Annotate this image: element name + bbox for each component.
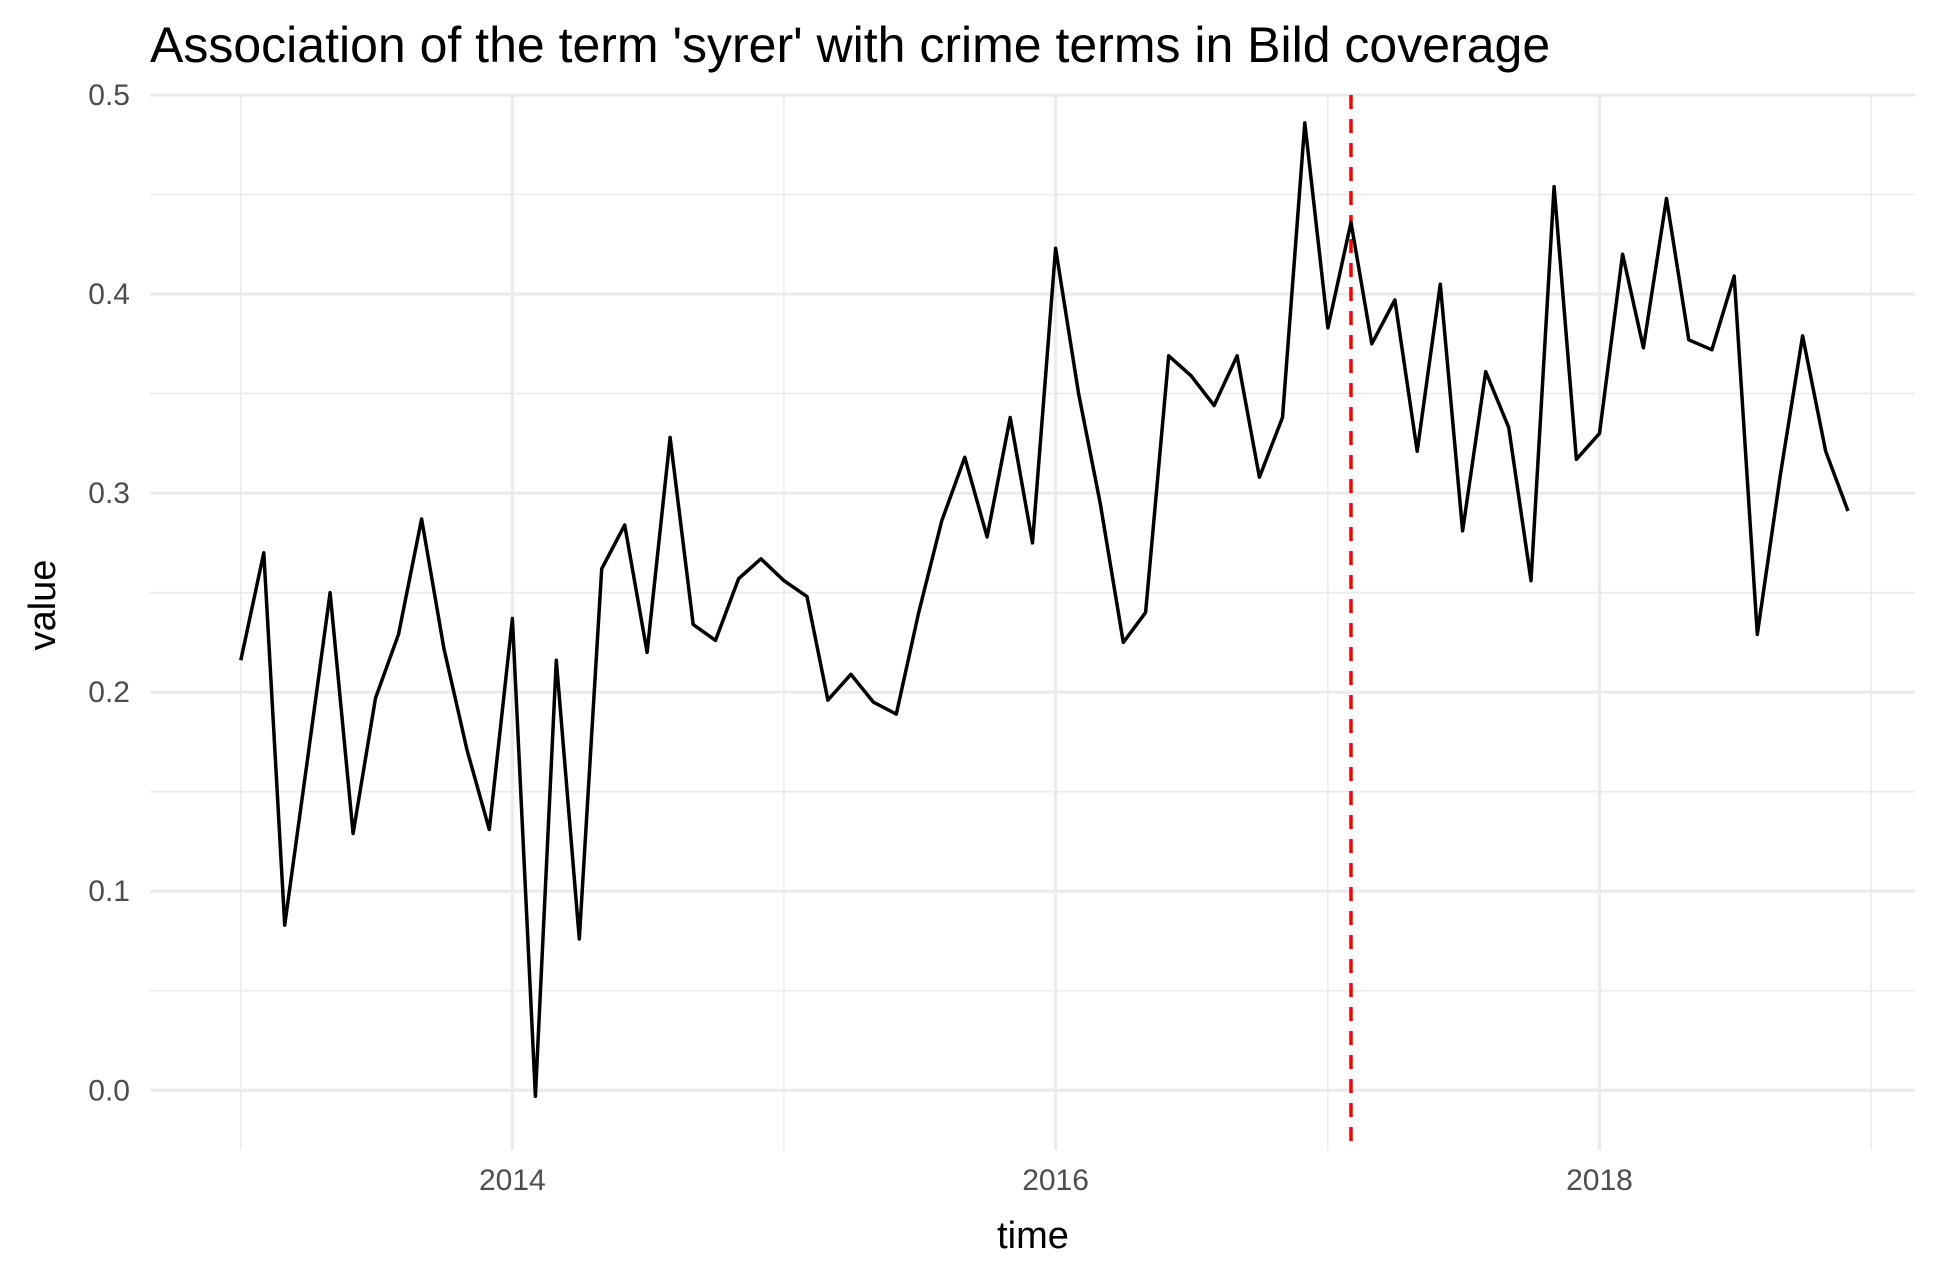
x-tick-label: 2016 bbox=[1022, 1164, 1089, 1197]
y-tick-label: 0.2 bbox=[88, 676, 130, 709]
y-axis: 0.0 0.1 0.2 0.3 0.4 0.5 bbox=[88, 79, 130, 1107]
y-tick-label: 0.3 bbox=[88, 477, 130, 510]
x-tick-label: 2014 bbox=[479, 1164, 546, 1197]
y-axis-title: value bbox=[22, 560, 64, 651]
series-layer bbox=[239, 121, 1850, 1099]
grid bbox=[150, 93, 1915, 1150]
x-axis: 2014 2016 2018 bbox=[479, 1164, 1633, 1197]
x-tick-label: 2018 bbox=[1566, 1164, 1633, 1197]
y-tick-label: 0.5 bbox=[88, 79, 130, 112]
series-line bbox=[239, 121, 1850, 1099]
x-axis-title: time bbox=[997, 1215, 1069, 1257]
chart-title: Association of the term 'syrer' with cri… bbox=[150, 17, 1550, 73]
y-tick-label: 0.4 bbox=[88, 278, 130, 311]
y-tick-label: 0.0 bbox=[88, 1074, 130, 1107]
y-tick-label: 0.1 bbox=[88, 875, 130, 908]
